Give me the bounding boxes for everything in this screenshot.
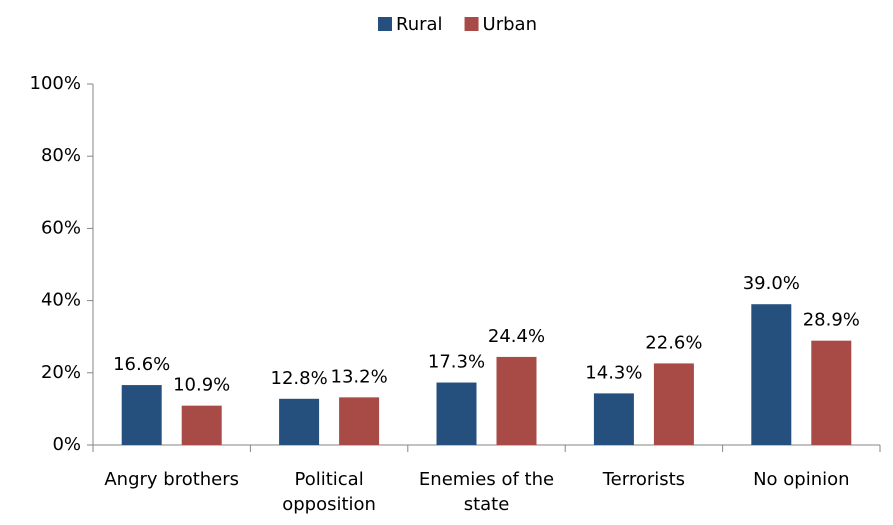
bar <box>121 385 162 445</box>
data-label: 28.9% <box>803 310 860 331</box>
legend-label: Rural <box>396 14 443 35</box>
data-label: 24.4% <box>488 326 545 347</box>
bar <box>279 398 320 445</box>
x-tick-label: No opinion <box>753 469 850 490</box>
bar <box>593 393 634 445</box>
bar <box>339 397 380 445</box>
data-label: 14.3% <box>585 362 642 383</box>
x-tick-label: Political opposition <box>282 469 376 515</box>
data-label: 12.8% <box>271 368 328 389</box>
data-label: 16.6% <box>113 354 170 375</box>
data-label: 13.2% <box>331 366 388 387</box>
legend-swatch <box>378 17 392 31</box>
y-tick-label: 60% <box>41 217 81 238</box>
y-tick-label: 80% <box>41 145 81 166</box>
bar <box>436 382 477 445</box>
x-tick-label: Enemies of the state <box>418 469 555 515</box>
data-label: 10.9% <box>173 375 230 396</box>
bar <box>496 356 537 445</box>
bar <box>181 405 222 445</box>
y-tick-label: 100% <box>30 73 81 94</box>
bar <box>811 340 852 445</box>
data-label: 39.0% <box>743 273 800 294</box>
x-tick-label: Angry brothers <box>104 469 240 490</box>
bar <box>751 304 792 445</box>
x-tick-label: Terrorists <box>602 469 686 490</box>
bar <box>653 363 694 445</box>
legend-label: Urban <box>483 14 537 35</box>
legend-swatch <box>464 17 479 31</box>
data-label: 22.6% <box>645 332 702 353</box>
y-tick-label: 20% <box>41 362 81 383</box>
y-tick-label: 40% <box>41 290 81 311</box>
y-tick-label: 0% <box>52 434 81 455</box>
data-label: 17.3% <box>428 352 485 373</box>
